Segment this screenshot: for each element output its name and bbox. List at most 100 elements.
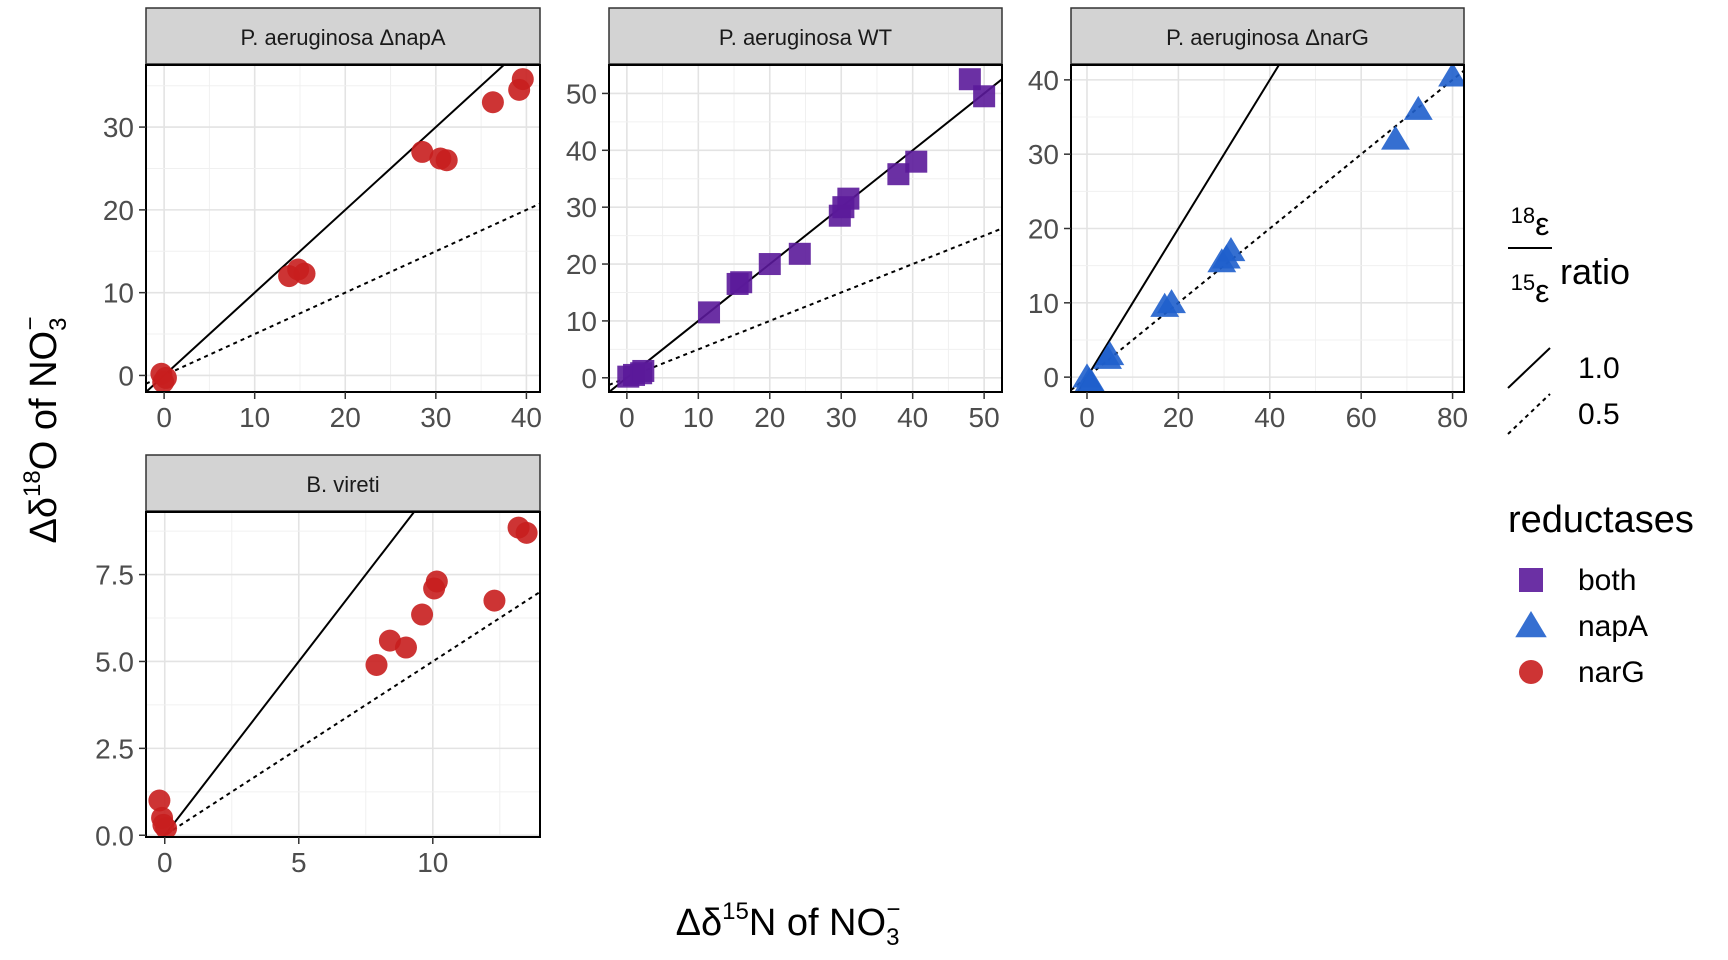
panel-strip [1070,7,1465,65]
data-point [1403,95,1433,120]
x-tick-label: 80 [1437,402,1468,433]
data-point [155,817,178,837]
y-tick-label: 40 [1028,65,1059,96]
data-point [973,85,996,108]
legend-reductases-title: reductases [1508,499,1694,541]
y-tick-label: 20 [103,195,134,226]
data-point [148,789,171,812]
panel-strip [145,454,541,512]
x-tick-label: 60 [1346,402,1377,433]
data-point [1381,125,1410,150]
y-tick-label: 20 [1028,214,1059,245]
panel-strip [608,7,1003,65]
x-tick-label: 0 [157,847,173,878]
panel-0: P. aeruginosa ΔnapA 0 10 20 30 40 0 10 20 30 [103,7,542,433]
data-point [788,242,811,265]
x-tick-label: 20 [754,402,785,433]
ref-line-1.0 [146,65,506,392]
y-tick-label: 0 [1043,362,1059,393]
points [1072,65,1464,392]
panel-title: P. aeruginosa WT [719,25,892,50]
x-tick-label: 10 [417,847,448,878]
x-tick-label: 10 [683,402,714,433]
panel-border [145,511,541,838]
y-tick-label: 30 [1028,139,1059,170]
x-tick-label: 40 [897,402,928,433]
legend-key-both [1519,568,1543,592]
y-tick-label: 0 [581,363,597,394]
grid [1071,65,1464,392]
legend-label-narG: narG [1578,656,1645,689]
legend-ratio: 18ε 15ε ratio 1.0 0.5 [1507,203,1630,435]
data-point [905,150,928,173]
data-point [1438,65,1464,87]
data-point [515,521,538,544]
x-tick-label: 10 [239,402,270,433]
x-axis-title: Δδ15N of NO3− [676,896,901,951]
points [150,68,534,392]
y-tick-label: 0.0 [95,820,134,851]
legend-line-label: 0.5 [1578,398,1620,431]
legend-line-label: 1.0 [1578,352,1620,385]
x-tick-label: 0 [619,402,635,433]
data-point [365,653,388,676]
x-tick-label: 30 [420,402,451,433]
x-tick-label: 30 [826,402,857,433]
panel-title: P. aeruginosa ΔnapA [240,25,445,50]
x-tick-label: 0 [156,402,172,433]
ref-line-1.0 [1076,65,1281,392]
legend-line-0.5 [1507,393,1551,435]
data-point [1157,289,1186,314]
x-tick-label: 40 [1254,402,1285,433]
points [617,68,996,388]
data-point [758,253,781,276]
y-tick-label: 5.0 [95,646,134,677]
data-point [411,140,434,163]
ref-line-1.0 [162,512,416,837]
ref-line-0.5 [146,202,540,385]
grid [609,65,1002,392]
data-point [837,187,860,210]
x-tick-label: 40 [511,402,542,433]
legend-ratio-den: 15ε [1511,270,1550,309]
data-point [887,163,910,186]
data-point [481,91,504,114]
data-point [394,636,417,659]
y-tick-label: 2.5 [95,733,134,764]
y-tick-label: 0 [118,360,134,391]
svg-text:Δδ18O of NO3−: Δδ18O of NO3− [17,317,72,544]
legend-reductases: reductases both napA narG [1508,499,1694,689]
panel-1: P. aeruginosa WT 0 10 20 30 40 50 0 10 20 30 40 50 [566,7,1003,433]
points [148,516,538,837]
y-tick-label: 20 [566,249,597,280]
x-tick-label: 0 [1079,402,1095,433]
y-tick-label: 50 [566,78,597,109]
x-tick-label: 50 [969,402,1000,433]
y-tick-label: 7.5 [95,560,134,591]
data-point [1095,341,1125,366]
y-tick-label: 10 [103,278,134,309]
data-point [1216,237,1246,262]
data-point [435,149,458,172]
grid [146,65,540,392]
y-tick-label: 40 [566,135,597,166]
data-point [958,68,981,91]
legend-label-napA: napA [1578,610,1648,643]
grid [146,512,540,837]
data-point [483,589,506,612]
y-tick-label: 10 [1028,288,1059,319]
y-tick-label: 10 [566,306,597,337]
legend-ratio-num: 18ε [1511,203,1550,242]
panel-border [608,64,1003,393]
legend-ratio-word: ratio [1560,251,1630,292]
x-tick-label: 20 [330,402,361,433]
data-point [730,271,753,294]
ref-line-0.5 [160,591,540,837]
ref-line-1.0 [609,78,1002,392]
panel-3: B. vireti 0 5 10 0.0 2.5 5.0 7.5 [95,454,541,878]
panel-border [145,64,541,393]
panel-2: P. aeruginosa ΔnarG 0 20 40 60 80 0 10 20 30 40 [1028,7,1468,433]
y-axis-title: Δδ18O of NO3− [17,317,72,544]
legend-key-narG [1519,660,1543,684]
